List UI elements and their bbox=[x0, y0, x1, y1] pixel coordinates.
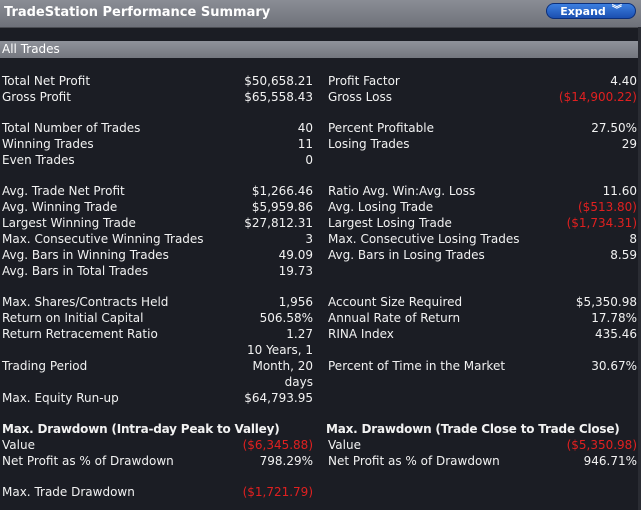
metric-value-negative: ($1,734.31) bbox=[566, 216, 637, 230]
metric-label: Max. Trade Drawdown bbox=[2, 485, 135, 499]
metric-value-negative: ($14,900.22) bbox=[558, 90, 637, 104]
metric-value: 49.09 bbox=[278, 248, 313, 262]
metric-value: $5,350.98 bbox=[575, 295, 637, 309]
metric-label: Avg. Bars in Total Trades bbox=[2, 264, 149, 278]
section-header-all-trades: All Trades bbox=[0, 41, 641, 58]
metric-value: 3 bbox=[305, 232, 313, 246]
metric-label: Largest Losing Trade bbox=[328, 216, 452, 230]
metric-label: Avg. Trade Net Profit bbox=[2, 184, 125, 198]
metric-value: 27.50% bbox=[591, 121, 637, 135]
metric-label: Largest Winning Trade bbox=[2, 216, 136, 230]
metric-label: Avg. Winning Trade bbox=[2, 200, 118, 214]
drawdown-intraday-header: Max. Drawdown (Intra-day Peak to Valley) bbox=[2, 422, 280, 436]
double-chevron-down-icon: ︾ bbox=[611, 5, 622, 16]
metric-label: Profit Factor bbox=[328, 74, 400, 88]
metric-label: Max. Consecutive Losing Trades bbox=[328, 232, 520, 246]
metric-label: Account Size Required bbox=[328, 295, 463, 309]
metric-label: Net Profit as % of Drawdown bbox=[328, 454, 500, 468]
scrollbar[interactable] bbox=[638, 27, 641, 510]
metric-value: 506.58% bbox=[259, 311, 313, 325]
expand-button-label: Expand bbox=[560, 4, 606, 18]
metric-value: 11.60 bbox=[602, 184, 637, 198]
window-title: TradeStation Performance Summary bbox=[4, 5, 271, 20]
trading-period-label: Trading Period bbox=[2, 359, 88, 373]
metric-value: 29 bbox=[621, 137, 637, 151]
metric-label: Avg. Losing Trade bbox=[328, 200, 434, 214]
metric-label: Gross Loss bbox=[328, 90, 392, 104]
metric-label: Value bbox=[2, 438, 35, 452]
metric-value-negative: ($1,721.79) bbox=[242, 485, 313, 499]
metric-label: Winning Trades bbox=[2, 137, 94, 151]
metric-value-negative: ($5,350.98) bbox=[566, 438, 637, 452]
trading-period-line: days bbox=[284, 375, 313, 389]
metric-label: Avg. Bars in Losing Trades bbox=[328, 248, 485, 262]
metric-label: Percent of Time in the Market bbox=[328, 359, 506, 373]
metric-value: 946.71% bbox=[583, 454, 637, 468]
trading-period-line: 10 Years, 1 bbox=[246, 343, 313, 357]
metric-value: $64,793.95 bbox=[244, 391, 313, 405]
metric-value: 1.27 bbox=[286, 327, 313, 341]
metric-value: $27,812.31 bbox=[244, 216, 313, 230]
metric-label: Even Trades bbox=[2, 153, 75, 167]
metric-value: 798.29% bbox=[259, 454, 313, 468]
metric-value: $65,558.43 bbox=[244, 90, 313, 104]
metric-label: Max. Shares/Contracts Held bbox=[2, 295, 169, 309]
metric-label: Percent Profitable bbox=[328, 121, 434, 135]
metric-value: 40 bbox=[297, 121, 313, 135]
metric-value-negative: ($513.80) bbox=[578, 200, 637, 214]
metric-value: $5,959.86 bbox=[251, 200, 313, 214]
drawdown-close-header: Max. Drawdown (Trade Close to Trade Clos… bbox=[326, 422, 620, 436]
metric-value: 1,956 bbox=[278, 295, 313, 309]
metric-label: Return on Initial Capital bbox=[2, 311, 144, 325]
metric-value: 8.59 bbox=[610, 248, 637, 262]
metric-value: 19.73 bbox=[278, 264, 313, 278]
metric-value: 0 bbox=[305, 153, 313, 167]
section-label: All Trades bbox=[2, 42, 60, 56]
metric-label: Gross Profit bbox=[2, 90, 71, 104]
metric-label: Return Retracement Ratio bbox=[2, 327, 158, 341]
trading-period-line: Month, 20 bbox=[252, 359, 313, 373]
metric-label: Value bbox=[328, 438, 361, 452]
metric-label: Net Profit as % of Drawdown bbox=[2, 454, 174, 468]
metric-label: Total Number of Trades bbox=[2, 121, 141, 135]
metric-value: 11 bbox=[297, 137, 313, 151]
metric-label: Losing Trades bbox=[328, 137, 410, 151]
metric-label: Annual Rate of Return bbox=[328, 311, 461, 325]
metric-value: 8 bbox=[629, 232, 637, 246]
metric-label: Max. Equity Run-up bbox=[2, 391, 119, 405]
metric-label: RINA Index bbox=[328, 327, 394, 341]
metric-label: Ratio Avg. Win:Avg. Loss bbox=[328, 184, 476, 198]
metric-label: Total Net Profit bbox=[2, 74, 91, 88]
metric-label: Max. Consecutive Winning Trades bbox=[2, 232, 204, 246]
metric-value: $50,658.21 bbox=[244, 74, 313, 88]
trading-period-value: 10 Years, 1 Month, 20 days bbox=[223, 342, 313, 390]
metric-value: 4.40 bbox=[610, 74, 637, 88]
metric-value: 30.67% bbox=[591, 359, 637, 373]
expand-button[interactable]: Expand ︾ bbox=[546, 3, 636, 19]
metric-value: 435.46 bbox=[595, 327, 637, 341]
metric-value: 17.78% bbox=[591, 311, 637, 325]
metric-label: Avg. Bars in Winning Trades bbox=[2, 248, 169, 262]
metric-value-negative: ($6,345.88) bbox=[242, 438, 313, 452]
title-bar: TradeStation Performance Summary Expand … bbox=[0, 0, 641, 28]
metric-value: $1,266.46 bbox=[251, 184, 313, 198]
